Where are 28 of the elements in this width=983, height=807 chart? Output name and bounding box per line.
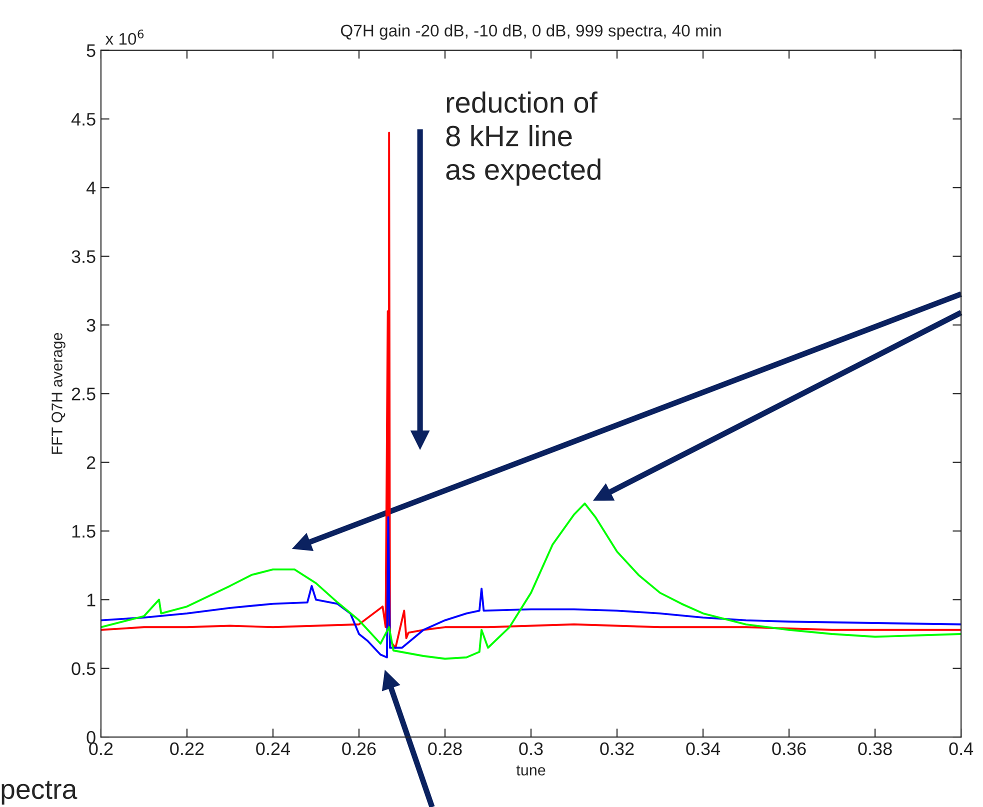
x-tick-label: 0.4 [949, 742, 974, 756]
x-tick-label: 0.22 [170, 742, 204, 756]
x-tick-label: 0.26 [342, 742, 376, 756]
y-axis-title: FFT Q7H average [52, 332, 66, 454]
y-tick-label: 2 [86, 456, 96, 469]
text: pectra [2, 780, 78, 805]
y-tick-label: 0 [86, 730, 96, 744]
y-tick-label: 1 [87, 594, 96, 606]
x-tick-label: 0.3 [519, 742, 543, 756]
x-axis-title: tune [516, 765, 546, 776]
x-tick-label: 0.24 [256, 742, 290, 756]
annotation: reduction of 8 kHz line as expected [446, 91, 600, 186]
y-tick-label: 3 [86, 318, 96, 332]
y-tick-label: 4 [86, 182, 96, 194]
y-tick-label: 2.5 [72, 388, 96, 400]
text: x 10$^{6}$ [105, 30, 144, 45]
x-tick-label: 0.32 [600, 742, 634, 756]
y-tick-label: 3.5 [72, 250, 96, 264]
y-tick-label: 5 [86, 44, 96, 57]
chart-title: Q7H gain -20 dB, -10 dB, 0 dB, 999 spectra, 40 min [340, 24, 721, 40]
y-tick-label: 0.5 [72, 662, 96, 676]
x-tick-label: 0.34 [686, 742, 720, 756]
x-tick-label: 0.36 [772, 742, 806, 756]
y-tick-label: 4.5 [71, 113, 96, 126]
x-tick-label: 0.28 [428, 742, 462, 756]
x-tick-label: 0.38 [858, 742, 892, 756]
x-tick-label: 0.2 [89, 742, 113, 756]
y-tick-label: 1.5 [72, 525, 96, 538]
